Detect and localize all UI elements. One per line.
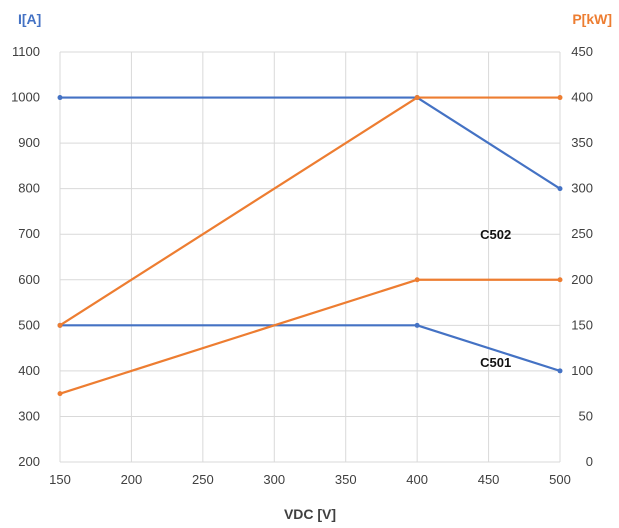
power-data-point — [414, 277, 420, 283]
x-tick-label: 350 — [335, 472, 357, 487]
x-tick-label: 200 — [121, 472, 143, 487]
series-group — [57, 95, 563, 397]
current-data-point — [57, 95, 63, 101]
grid — [59, 51, 561, 463]
y-right-tick-label: 300 — [571, 181, 593, 196]
y-right-tick-label: 50 — [579, 408, 593, 423]
y-right-tick-label: 200 — [571, 272, 593, 287]
x-axis-title: VDC [V] — [284, 506, 336, 522]
y-right-tick-label: 150 — [571, 317, 593, 332]
x-tick-label: 150 — [49, 472, 71, 487]
y-right-tick-label: 350 — [571, 135, 593, 150]
power-data-point — [414, 95, 420, 101]
y-left-tick-label: 900 — [18, 135, 40, 150]
power-series-line — [59, 278, 560, 395]
y-right-tick-label: 100 — [571, 363, 593, 378]
current-data-point — [557, 186, 563, 192]
curve-annotation: C501 — [480, 355, 511, 370]
power-series-line — [59, 96, 560, 327]
curve-annotation: C502 — [480, 227, 511, 242]
annotations: C502 C501 — [480, 227, 511, 370]
y-left-tick-label: 300 — [18, 408, 40, 423]
y-left-tick-label: 700 — [18, 226, 40, 241]
x-tick-label: 400 — [406, 472, 428, 487]
tick-labels: 200 300 400 500 600 700 800 900 1000 1100 0 50 100 15… — [11, 44, 593, 487]
y-right-tick-label: 400 — [571, 90, 593, 105]
y-left-tick-label: 200 — [18, 454, 40, 469]
power-data-point — [57, 322, 63, 328]
y-left-tick-label: 1000 — [11, 90, 40, 105]
power-data-point — [557, 95, 563, 101]
x-tick-label: 250 — [192, 472, 214, 487]
x-tick-label: 450 — [478, 472, 500, 487]
y-right-tick-label: 0 — [586, 454, 593, 469]
x-tick-label: 300 — [263, 472, 285, 487]
y-right-tick-label: 450 — [571, 44, 593, 59]
current-data-point — [414, 322, 420, 328]
x-tick-label: 500 — [549, 472, 571, 487]
y-left-tick-label: 400 — [18, 363, 40, 378]
y-left-tick-label: 1100 — [12, 44, 40, 59]
right-axis-title: P[kW] — [572, 11, 612, 27]
power-data-point — [57, 391, 63, 397]
power-data-point — [557, 277, 563, 283]
y-left-tick-label: 500 — [18, 317, 40, 332]
y-left-tick-label: 600 — [18, 272, 40, 287]
current-data-point — [557, 368, 563, 374]
y-right-tick-label: 250 — [571, 226, 593, 241]
y-left-tick-label: 800 — [18, 181, 40, 196]
left-axis-title: I[A] — [18, 11, 41, 27]
